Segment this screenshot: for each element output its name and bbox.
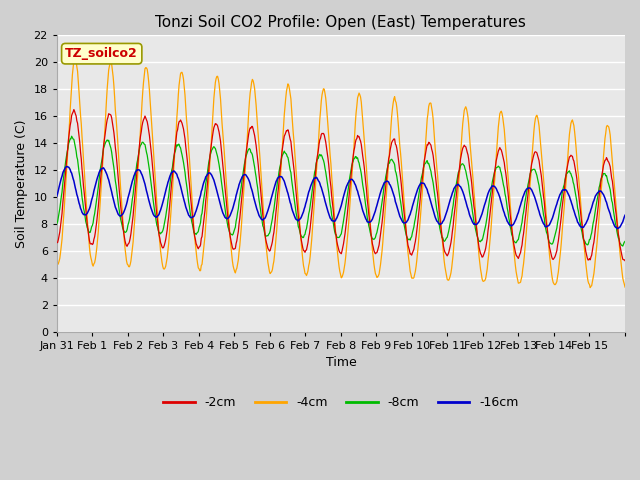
Title: Tonzi Soil CO2 Profile: Open (East) Temperatures: Tonzi Soil CO2 Profile: Open (East) Temp…: [156, 15, 526, 30]
Legend: -2cm, -4cm, -8cm, -16cm: -2cm, -4cm, -8cm, -16cm: [158, 391, 524, 414]
Y-axis label: Soil Temperature (C): Soil Temperature (C): [15, 119, 28, 248]
X-axis label: Time: Time: [326, 356, 356, 369]
Text: TZ_soilco2: TZ_soilco2: [65, 47, 138, 60]
